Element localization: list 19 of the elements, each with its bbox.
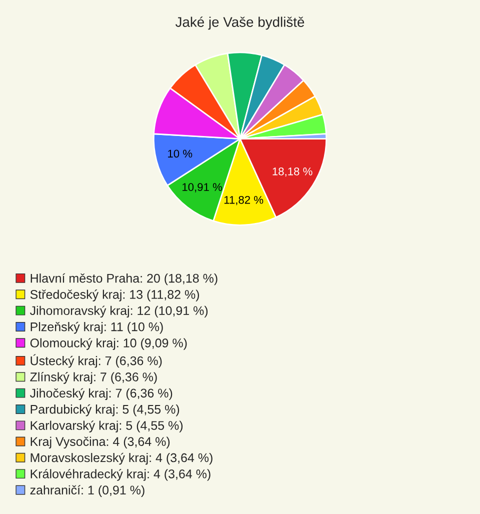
- data-label: 18,18 %: [272, 168, 312, 177]
- legend-label: Kraj Vysočina: 4 (3,64 %): [30, 436, 170, 448]
- legend-label: Ústecký kraj: 7 (6,36 %): [30, 354, 162, 368]
- data-label: 11,82 %: [224, 196, 264, 206]
- legend-label: Královéhradecký kraj: 4 (3,64 %): [30, 469, 210, 481]
- legend-label: Plzeňský kraj: 11 (10 %): [30, 322, 163, 334]
- legend-label: Olomoucký kraj: 10 (9,09 %): [30, 338, 187, 350]
- chart-title: Jaké je Vaše bydliště: [175, 16, 304, 30]
- legend-label: Hlavní město Praha: 20 (18,18 %): [30, 273, 218, 286]
- legend-label: Jihočeský kraj: 7 (6,36 %): [30, 388, 172, 400]
- legend-label: Zlínský kraj: 7 (6,36 %): [30, 372, 157, 384]
- legend-label: Jihomoravský kraj: 12 (10,91 %): [30, 306, 208, 318]
- legend-label: Středočeský kraj: 13 (11,82 %): [30, 290, 200, 302]
- legend-label: Moravskoslezský kraj: 4 (3,64 %): [30, 452, 212, 465]
- legend-label: Pardubický kraj: 5 (4,55 %): [30, 404, 180, 416]
- legend-label: Karlovarský kraj: 5 (4,55 %): [30, 420, 183, 432]
- legend-label: zahraničí: 1 (0,91 %): [30, 485, 144, 497]
- data-label: 10 %: [168, 150, 192, 158]
- data-label: 10,91 %: [182, 183, 222, 192]
